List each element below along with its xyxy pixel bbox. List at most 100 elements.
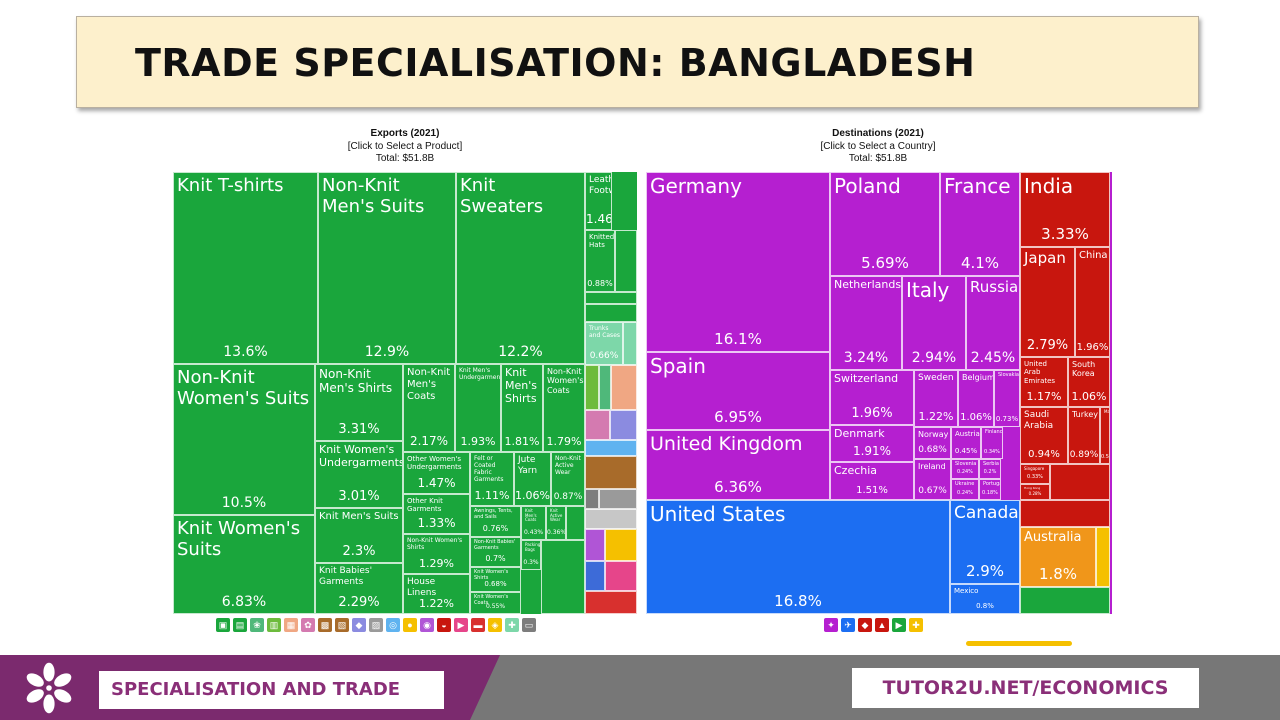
tile-trunks-and-cases[interactable]: Trunks and Cases 0.66% — [585, 322, 623, 365]
tile-felt-or-coated-fabric-garments[interactable]: Felt or Coated Fabric Garments 1.11% — [470, 452, 514, 506]
tile-knit-women-s-undergarments[interactable]: Knit Women's Undergarments 3.01% — [315, 441, 403, 508]
tile-non-knit-women-s-shirts[interactable]: Non-Knit Women's Shirts 1.29% — [403, 534, 470, 574]
product-category-filter-icon[interactable]: ✚ — [505, 618, 519, 632]
tile-knit-t-shirts[interactable]: Knit T-shirts 13.6% — [173, 172, 318, 364]
minor-item-block[interactable] — [566, 506, 585, 540]
tile-austria[interactable]: Austria 0.45% — [951, 427, 981, 459]
tile-poland[interactable]: Poland 5.69% — [830, 172, 940, 276]
tile-jute-yarn[interactable]: Jute Yarn 1.06% — [514, 452, 551, 506]
product-category-filter-icon[interactable]: ▬ — [471, 618, 485, 632]
tile-knit-women-s-coats[interactable]: Knit Women's Coats 0.55% — [470, 592, 521, 614]
tile-leather-footwear[interactable]: Leather Footwear 1.46% — [585, 172, 612, 230]
tile-other-knit-garments[interactable]: Other Knit Garments 1.33% — [403, 494, 470, 534]
tile-netherlands[interactable]: Netherlands 3.24% — [830, 276, 902, 370]
tile-non-knit-babies-garments[interactable]: Non-Knit Babies' Garments 0.7% — [470, 537, 521, 567]
minor-item-block[interactable] — [605, 561, 637, 591]
tile-non-knit-men-s-suits[interactable]: Non-Knit Men's Suits 12.9% — [318, 172, 456, 364]
minor-item-block[interactable] — [585, 304, 637, 322]
tile-house-linens[interactable]: House Linens 1.22% — [403, 574, 470, 614]
exports-category-icons[interactable]: ▣ ▤ ❀ ▥ ▦ ✿ ▩ ▧ ◆ ▨ ◎ ● ◉ ◒ ▶ ▬ ◈ ✚ ▭ — [216, 618, 536, 632]
minor-item-block[interactable] — [611, 365, 637, 410]
tile-non-knit-active-wear[interactable]: Non-Knit Active Wear 0.87% — [551, 452, 585, 506]
tile-other-women-s-undergarments[interactable]: Other Women's Undergarments 1.47% — [403, 452, 470, 494]
minor-item-block[interactable] — [599, 489, 637, 509]
tile-ireland[interactable]: Ireland 0.67% — [914, 459, 951, 500]
minor-item-block[interactable] — [615, 230, 637, 292]
continent-filter-icon[interactable]: ▶ — [892, 618, 906, 632]
tile-mexico[interactable]: Mexico 0.8% — [950, 584, 1020, 614]
minor-item-block[interactable] — [585, 365, 599, 410]
tile-knit-active-wear[interactable]: Knit Active Wear 0.36% — [546, 506, 566, 540]
minor-item-block[interactable] — [1050, 464, 1110, 500]
continent-filter-icon[interactable]: ▲ — [875, 618, 889, 632]
product-category-filter-icon[interactable]: ▦ — [284, 618, 298, 632]
tile-knit-women-s-shirts[interactable]: Knit Women's Shirts 0.68% — [470, 567, 521, 592]
minor-item-block[interactable] — [585, 456, 637, 489]
continent-filter-icon[interactable]: ✦ — [824, 618, 838, 632]
tile-saudi-arabia[interactable]: Saudi Arabia 0.94% — [1020, 407, 1068, 464]
tile-non-knit-women-s-coats[interactable]: Non-Knit Women's Coats 1.79% — [543, 364, 585, 452]
minor-item-block[interactable] — [585, 529, 605, 561]
tile-knitted-hats[interactable]: Knitted Hats 0.88% — [585, 230, 615, 292]
tile-turkey[interactable]: Turkey 0.89% — [1068, 407, 1100, 464]
product-category-filter-icon[interactable]: ◎ — [386, 618, 400, 632]
tile-non-knit-men-s-shirts[interactable]: Non-Knit Men's Shirts 3.31% — [315, 364, 403, 441]
tile-japan[interactable]: Japan 2.79% — [1020, 247, 1075, 357]
tile-hong-kong[interactable]: Hong Kong 0.28% — [1020, 484, 1050, 500]
product-category-filter-icon[interactable]: ◒ — [437, 618, 451, 632]
minor-item-block[interactable] — [585, 489, 599, 509]
product-category-filter-icon[interactable]: ▥ — [267, 618, 281, 632]
tile-knit-men-s-undergarments[interactable]: Knit Men's Undergarments 1.93% — [455, 364, 501, 452]
destinations-continent-icons[interactable]: ✦ ✈ ◆ ▲ ▶ ✚ — [824, 618, 923, 632]
continent-filter-icon[interactable]: ✈ — [841, 618, 855, 632]
continent-filter-icon[interactable]: ✚ — [909, 618, 923, 632]
destinations-treemap[interactable]: Germany 16.1% Spain 6.95% United Kingdom 6.36… — [646, 172, 1112, 614]
minor-item-block[interactable] — [585, 410, 610, 440]
tile-russia[interactable]: Russia 2.45% — [966, 276, 1020, 370]
minor-item-block[interactable] — [599, 365, 611, 410]
tile-united-states[interactable]: United States 16.8% — [646, 500, 950, 614]
product-category-filter-icon[interactable]: ▭ — [522, 618, 536, 632]
tile-serbia[interactable]: Serbia 0.2% — [979, 459, 1001, 479]
product-category-filter-icon[interactable]: ◉ — [420, 618, 434, 632]
minor-item-block[interactable] — [1020, 500, 1110, 527]
tile-france[interactable]: France 4.1% — [940, 172, 1020, 276]
minor-item-block[interactable] — [585, 591, 637, 614]
minor-item-block[interactable] — [585, 509, 637, 529]
tile-ukraine[interactable]: Ukraine 0.24% — [951, 479, 979, 500]
product-category-filter-icon[interactable]: ◆ — [352, 618, 366, 632]
tile-india[interactable]: India 3.33% — [1020, 172, 1110, 247]
tile-awnings-tents-and-sails[interactable]: Awnings, Tents, and Sails 0.76% — [470, 506, 521, 537]
minor-item-block[interactable] — [585, 440, 637, 456]
tile-czechia[interactable]: Czechia 1.51% — [830, 462, 914, 500]
tile-non-knit-women-s-suits[interactable]: Non-Knit Women's Suits 10.5% — [173, 364, 315, 515]
tile-malaysia[interactable]: Malaysia 0.59% — [1100, 407, 1110, 464]
tile-knit-men-s-shirts[interactable]: Knit Men's Shirts 1.81% — [501, 364, 543, 452]
tile-knit-men-s-suits[interactable]: Knit Men's Suits 2.3% — [315, 508, 403, 563]
product-category-filter-icon[interactable]: ▨ — [369, 618, 383, 632]
tile-non-knit-men-s-coats[interactable]: Non-Knit Men's Coats 2.17% — [403, 364, 455, 452]
minor-item-block[interactable] — [585, 292, 637, 304]
tile-canada[interactable]: Canada 2.9% — [950, 500, 1020, 584]
product-category-filter-icon[interactable]: ▶ — [454, 618, 468, 632]
tile-knit-men-s-coats[interactable]: Knit Men's Coats 0.43% — [521, 506, 546, 540]
continent-filter-icon[interactable]: ◆ — [858, 618, 872, 632]
product-category-filter-icon[interactable]: ▩ — [318, 618, 332, 632]
tile-australia[interactable]: Australia 1.8% — [1020, 527, 1096, 587]
product-category-filter-icon[interactable]: ❀ — [250, 618, 264, 632]
tile-singapore[interactable]: Singapore 0.33% — [1020, 464, 1050, 484]
tile-portugal[interactable]: Portugal 0.18% — [979, 479, 1001, 500]
tile-packing-bags[interactable]: Packing Bags 0.3% — [521, 540, 541, 570]
footer-url[interactable]: TUTOR2U.NET/ECONOMICS — [852, 668, 1199, 708]
tile-spain[interactable]: Spain 6.95% — [646, 352, 830, 430]
tile-denmark[interactable]: Denmark 1.91% — [830, 425, 914, 462]
product-category-filter-icon[interactable]: ▤ — [233, 618, 247, 632]
tile-united-arab-emirates[interactable]: United Arab Emirates 1.17% — [1020, 357, 1068, 407]
tile-slovenia[interactable]: Slovenia 0.24% — [951, 459, 979, 479]
tile-finland[interactable]: Finland 0.34% — [981, 427, 1003, 459]
minor-item-block[interactable] — [585, 561, 605, 591]
tile-united-kingdom[interactable]: United Kingdom 6.36% — [646, 430, 830, 500]
tile-knit-sweaters[interactable]: Knit Sweaters 12.2% — [456, 172, 585, 364]
product-category-filter-icon[interactable]: ✿ — [301, 618, 315, 632]
minor-item-block[interactable] — [1020, 587, 1110, 614]
